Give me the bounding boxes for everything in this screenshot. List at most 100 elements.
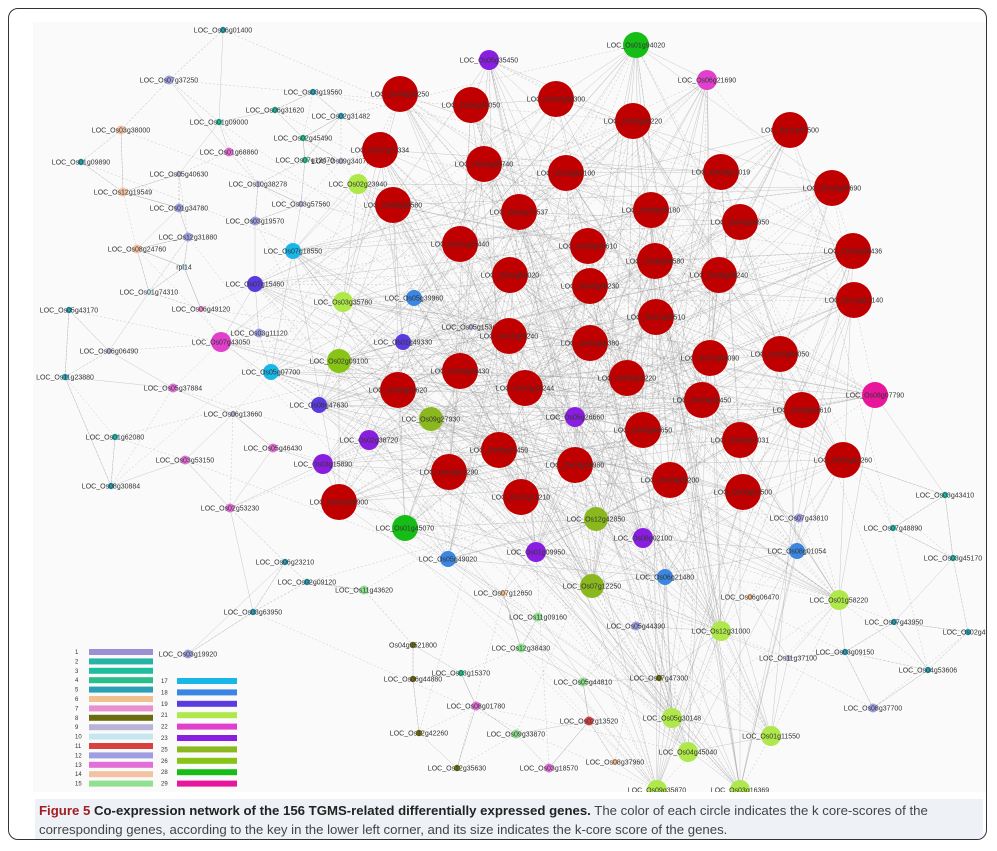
gene-label: LOC_Os01g09000: [190, 120, 248, 127]
network-edge: [498, 449, 840, 601]
gene-label: LOC_Os05g46430: [244, 446, 302, 453]
network-edge: [184, 413, 234, 461]
network-edge: [257, 183, 644, 431]
legend-color-swatch: [89, 724, 153, 731]
gene-label: LOC_Os09g09200: [641, 478, 699, 485]
network-edge: [655, 316, 741, 441]
network-edge: [397, 260, 656, 391]
network-edge: [254, 250, 294, 285]
network-edge: [254, 283, 461, 372]
network-edge: [342, 301, 798, 552]
network-edge: [257, 159, 306, 185]
network-edge: [64, 309, 70, 378]
network-edge: [306, 479, 671, 583]
gene-node: [584, 507, 608, 531]
gene-label: LOC_Os07g48890: [864, 526, 922, 533]
network-edge: [379, 149, 722, 173]
gene-label: LOC_Os01g94020: [607, 43, 665, 50]
network-edge: [642, 399, 703, 431]
legend-kcore-number: 25: [161, 747, 168, 753]
gene-node: [395, 334, 411, 350]
gene-node: [453, 764, 461, 772]
network-edge: [368, 357, 711, 441]
network-edge: [518, 211, 741, 223]
gene-label: LOC_Os12g26240: [480, 334, 538, 341]
network-edge: [302, 137, 306, 161]
gene-node: [501, 194, 537, 230]
gene-node: [492, 257, 528, 293]
gene-node: [692, 340, 728, 376]
gene-node: [442, 353, 478, 389]
gene-node: [164, 75, 174, 85]
gene-label: LOC_Os03g18570: [520, 766, 578, 773]
network-edge: [322, 463, 741, 791]
legend-kcore-number: 2: [75, 659, 79, 665]
gene-label: LOC_Os10g18244: [496, 386, 554, 393]
network-edge: [187, 611, 254, 655]
network-edge: [749, 517, 800, 598]
network-edge: [254, 245, 589, 285]
gene-label: LOC_Os12g31000: [692, 629, 750, 636]
network-edge: [739, 221, 895, 623]
network-edge: [515, 720, 590, 735]
network-edge: [399, 93, 741, 441]
network-edge: [844, 621, 895, 653]
gene-node: [111, 433, 119, 441]
gene-node: [467, 323, 475, 331]
network-edge: [658, 576, 666, 679]
gene-label: LOC_Os02g23940: [329, 182, 387, 189]
gene-label: LOC_Os03g57560: [272, 202, 330, 209]
gene-node: [479, 50, 499, 70]
network-edge: [565, 171, 722, 174]
legend-color-swatch: [89, 771, 153, 778]
gene-node: [77, 158, 85, 166]
gene-node: [789, 543, 805, 559]
network-edge: [412, 672, 462, 680]
network-edge: [342, 243, 461, 303]
network-edge: [232, 413, 274, 449]
legend-kcore-number: 5: [75, 688, 79, 694]
network-edge: [402, 341, 522, 498]
network-edge: [114, 436, 186, 461]
network-edge: [379, 149, 576, 466]
network-edge: [80, 161, 703, 401]
network-edge: [656, 491, 744, 791]
network-edge: [635, 625, 722, 632]
network-edge: [168, 29, 224, 81]
network-edge: [502, 459, 844, 594]
network-edge: [338, 439, 741, 503]
network-edge: [518, 211, 854, 252]
gene-label: LOC_Os07g15460: [226, 282, 284, 289]
gene-node: [762, 336, 798, 372]
network-edge: [872, 631, 969, 709]
network-edge: [397, 389, 703, 401]
gene-label: LOC_Os03g38740: [455, 162, 513, 169]
network-edge: [565, 172, 781, 355]
network-edge: [509, 274, 576, 466]
network-edge: [136, 207, 180, 250]
legend-kcore-number: 12: [75, 753, 82, 759]
legend-kcore-number: 29: [161, 782, 168, 788]
network-edge: [574, 79, 708, 418]
network-edge: [595, 357, 711, 520]
gene-node: [301, 156, 309, 164]
network-edge: [168, 79, 230, 153]
network-edge: [459, 209, 652, 245]
network-edge: [831, 187, 854, 252]
gene-node: [633, 192, 669, 228]
network-edge: [483, 163, 720, 276]
gene-label: LOC_Os05g26660: [546, 415, 604, 422]
network-edge: [340, 160, 359, 185]
network-edge: [392, 204, 526, 389]
gene-node: [609, 360, 645, 396]
network-edge: [952, 557, 969, 633]
legend-kcore-number: 10: [75, 735, 82, 741]
gene-label: LOC_Os05g44390: [607, 624, 665, 631]
network-edge: [838, 394, 876, 601]
gene-node: [254, 328, 264, 338]
gene-node: [471, 701, 481, 711]
network-edge: [706, 79, 854, 252]
gene-label: LOC_Os05g44050: [751, 352, 809, 359]
gene-node: [297, 200, 305, 208]
network-edge: [456, 733, 517, 769]
